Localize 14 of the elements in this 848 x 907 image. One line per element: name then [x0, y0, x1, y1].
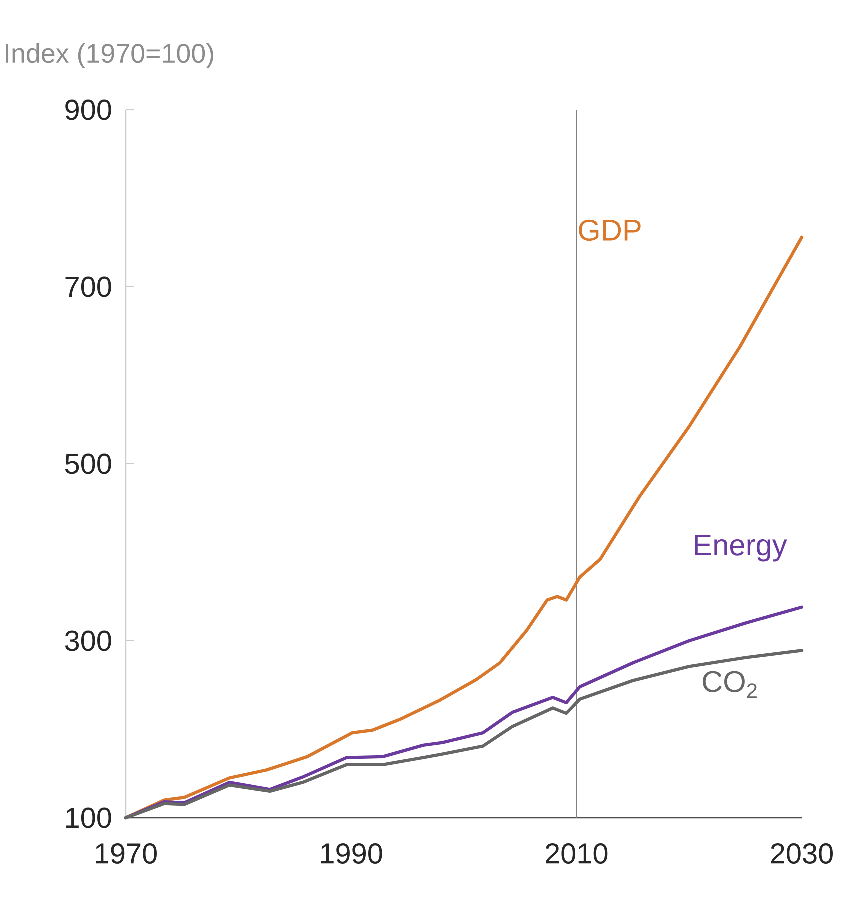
y-axis-title: Index (1970=100) — [6, 43, 214, 68]
x-tick-label: 2010 — [546, 844, 608, 864]
x-tick-label: 2030 — [771, 844, 833, 864]
y-tick-label: 700 — [66, 276, 112, 298]
y-tick-label: 100 — [66, 808, 112, 828]
y-tick-label: 500 — [65, 454, 112, 474]
line-series — [124, 649, 804, 820]
y-tick-label: 900 — [66, 100, 112, 120]
x-tick-label: 1990 — [321, 844, 382, 864]
x-tick-label: 1970 — [96, 844, 157, 864]
series-label: CO$_{2}$ — [703, 671, 757, 698]
series-label: Energy — [695, 534, 788, 562]
y-tick-label: 300 — [65, 630, 112, 652]
text: GDP — [579, 220, 641, 242]
